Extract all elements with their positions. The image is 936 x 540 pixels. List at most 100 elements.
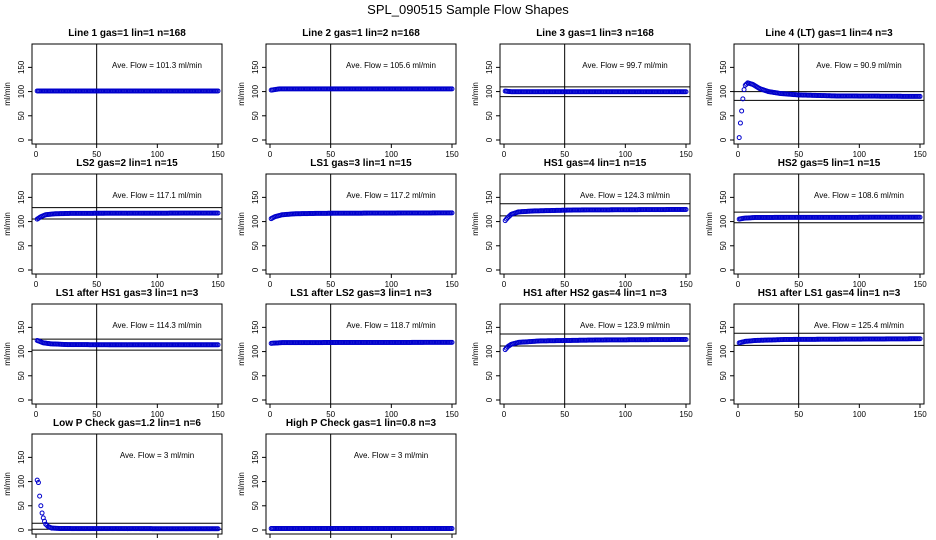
x-tick-label: 150 (445, 280, 459, 289)
y-tick-label: 0 (719, 137, 728, 142)
x-tick-label: 150 (913, 410, 927, 419)
x-tick-label: 150 (445, 410, 459, 419)
y-tick-label: 150 (17, 450, 26, 464)
x-tick-label: 50 (794, 410, 803, 419)
y-axis-label: ml/min (3, 472, 12, 496)
y-tick-label: 100 (719, 214, 728, 228)
y-tick-label: 50 (251, 241, 260, 250)
y-tick-label: 0 (17, 527, 26, 532)
y-tick-label: 150 (17, 60, 26, 74)
y-tick-label: 100 (719, 84, 728, 98)
y-tick-label: 0 (485, 397, 494, 402)
data-point (41, 518, 47, 524)
x-tick-label: 150 (679, 150, 693, 159)
x-tick-label: 0 (34, 280, 39, 289)
y-tick-label: 100 (17, 474, 26, 488)
plot-frame (499, 43, 691, 145)
data-point (917, 336, 923, 342)
y-tick-label: 150 (719, 320, 728, 334)
x-tick-label: 100 (619, 150, 633, 159)
x-tick-label: 100 (385, 280, 399, 289)
data-point (741, 87, 747, 93)
x-tick-label: 0 (34, 410, 39, 419)
y-tick-label: 100 (251, 474, 260, 488)
plot-frame (265, 173, 457, 275)
y-axis-label: ml/min (471, 212, 480, 236)
y-tick-label: 0 (719, 397, 728, 402)
y-tick-label: 50 (485, 241, 494, 250)
data-point (683, 89, 689, 95)
x-tick-label: 0 (736, 280, 741, 289)
plot-frame (733, 303, 925, 405)
panel-title: HS1 after LS1 gas=4 lin=1 n=3 (758, 288, 901, 299)
x-tick-label: 50 (326, 150, 335, 159)
chart-panel: HS1 gas=4 lin=1 n=15 ml/min 0 50 100 150 0 50 10… (471, 158, 693, 289)
data-point (37, 493, 43, 499)
data-point (215, 210, 221, 216)
data-point (736, 135, 742, 141)
data-point (215, 342, 221, 348)
y-tick-label: 50 (251, 371, 260, 380)
x-tick-label: 100 (385, 150, 399, 159)
y-tick-label: 0 (251, 267, 260, 272)
y-tick-label: 150 (485, 320, 494, 334)
chart-panel: High P Check gas=1 lin=0.8 n=3 ml/min 0 50 1… (237, 418, 457, 538)
x-tick-label: 150 (211, 410, 225, 419)
average-flow-annotation: Ave. Flow = 108.6 ml/min (814, 191, 904, 200)
panel-title: LS2 gas=2 lin=1 n=15 (76, 158, 178, 169)
panel-title: Low P Check gas=1.2 lin=1 n=6 (53, 418, 201, 429)
x-tick-label: 100 (853, 280, 867, 289)
chart-panel: HS2 gas=5 lin=1 n=15 ml/min 0 50 100 150 0 50 10… (705, 158, 927, 289)
x-tick-label: 50 (326, 280, 335, 289)
chart-panel: HS1 after HS2 gas=4 lin=1 n=3 ml/min 0 50 10… (471, 288, 693, 419)
plot-frame (733, 43, 925, 145)
x-tick-label: 150 (211, 280, 225, 289)
data-point (737, 120, 743, 126)
x-tick-label: 0 (34, 150, 39, 159)
plot-frame (265, 433, 457, 535)
panel-title: Line 2 gas=1 lin=2 n=168 (302, 28, 420, 39)
y-tick-label: 50 (251, 111, 260, 120)
data-point (917, 93, 923, 99)
y-tick-label: 150 (719, 190, 728, 204)
plot-frame (499, 303, 691, 405)
y-tick-label: 50 (719, 111, 728, 120)
y-tick-label: 0 (719, 267, 728, 272)
y-axis-label: ml/min (237, 472, 246, 496)
chart-panel: Line 1 gas=1 lin=1 n=168 ml/min 0 50 100 150 0… (3, 28, 225, 159)
data-point (215, 526, 221, 532)
y-tick-label: 50 (17, 241, 26, 250)
data-point (683, 206, 689, 212)
panel-title: HS1 gas=4 lin=1 n=15 (544, 158, 647, 169)
average-flow-annotation: Ave. Flow = 125.4 ml/min (814, 321, 904, 330)
plot-frame (499, 173, 691, 275)
y-tick-label: 100 (485, 214, 494, 228)
y-tick-label: 50 (17, 111, 26, 120)
data-point (449, 210, 455, 216)
data-point (739, 108, 745, 114)
y-tick-label: 150 (251, 60, 260, 74)
x-tick-label: 100 (853, 410, 867, 419)
x-tick-label: 150 (679, 280, 693, 289)
average-flow-annotation: Ave. Flow = 124.3 ml/min (580, 191, 670, 200)
x-tick-label: 100 (619, 280, 633, 289)
chart-panel: Low P Check gas=1.2 lin=1 n=6 ml/min 0 50 10… (3, 418, 223, 538)
y-axis-label: ml/min (471, 82, 480, 106)
y-tick-label: 150 (17, 320, 26, 334)
y-axis-label: ml/min (3, 212, 12, 236)
data-point (917, 214, 923, 220)
x-tick-label: 0 (502, 280, 507, 289)
panel-title: Line 4 (LT) gas=1 lin=4 n=3 (765, 28, 893, 39)
x-tick-label: 150 (211, 150, 225, 159)
x-tick-label: 0 (502, 150, 507, 159)
y-axis-label: ml/min (471, 342, 480, 366)
plot-frame (265, 43, 457, 145)
chart-panel: LS1 gas=3 lin=1 n=15 ml/min 0 50 100 150 0 50 10… (237, 158, 459, 289)
x-tick-label: 0 (736, 410, 741, 419)
data-point (38, 503, 44, 509)
average-flow-annotation: Ave. Flow = 90.9 ml/min (816, 61, 901, 70)
data-point (39, 510, 45, 516)
plot-frame (31, 43, 223, 145)
panel-title: LS1 after HS1 gas=3 lin=1 n=3 (56, 288, 199, 299)
